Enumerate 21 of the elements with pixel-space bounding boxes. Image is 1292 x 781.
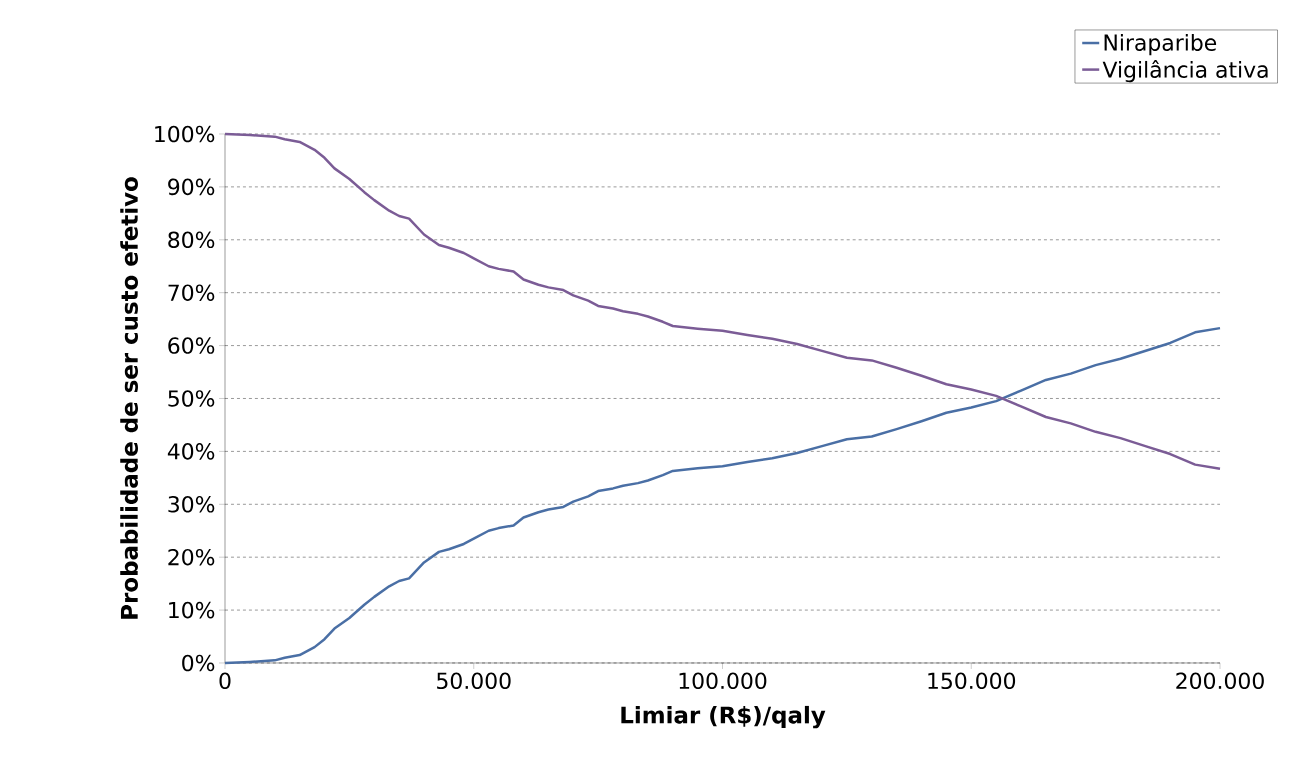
line-series xyxy=(223,132,1222,471)
y-tick-label: 30% xyxy=(168,496,215,513)
y-tick-label: 80% xyxy=(168,231,215,249)
y-tick-label: 0% xyxy=(182,654,215,672)
y-tick-label: 100% xyxy=(155,125,215,143)
y-axis-title: Probabilidade de ser custo efetivo xyxy=(120,177,138,619)
x-tick-label: 100.000 xyxy=(679,672,767,690)
x-axis-title: Limiar (R$)/qaly xyxy=(621,705,826,729)
y-tick-label: 90% xyxy=(168,178,215,196)
y-tick-label: 50% xyxy=(168,390,215,407)
x-tick-label: 200.000 xyxy=(1176,672,1264,690)
legend-label: Niraparibe xyxy=(1104,33,1217,56)
y-tick-label: 10% xyxy=(169,601,215,619)
x-tick-label: 50.000 xyxy=(437,672,511,690)
x-tick-label: 0 xyxy=(219,672,231,690)
y-tick-label: 20% xyxy=(168,548,215,566)
y-tick-label: 40% xyxy=(167,443,215,460)
x-tick-label: 150.000 xyxy=(928,672,1016,690)
y-tick-label: 60% xyxy=(168,337,215,354)
y-tick-label: 70% xyxy=(168,284,215,301)
legend-label: Vigilância ativa xyxy=(1102,60,1268,83)
